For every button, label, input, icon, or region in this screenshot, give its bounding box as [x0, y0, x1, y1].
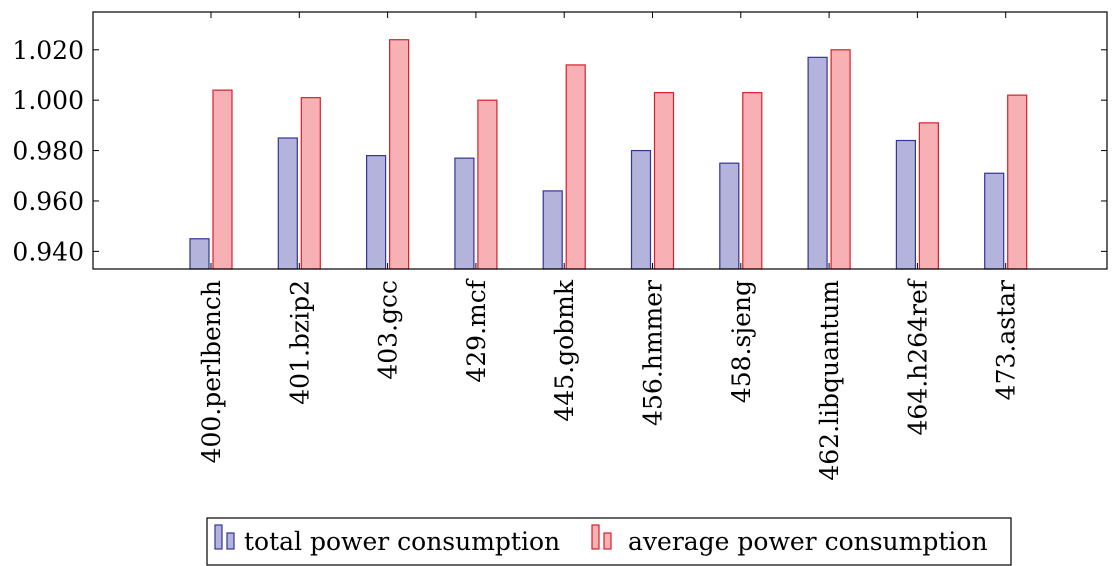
x-tick-labels: 400.perlbench 401.bzip2 403.gcc 429.mcf 445.…: [197, 278, 1021, 480]
y-tick-label: 0.940: [12, 237, 84, 266]
bar-series-1-464-h264ref: [918, 122, 940, 270]
plot-area-frame: [92, 11, 1108, 270]
bar-series-0-464-h264ref: [895, 139, 917, 270]
x-tick-label: 462.libquantum: [815, 280, 844, 481]
x-tick-label: 403.gcc: [374, 280, 403, 380]
legend-swatch-bar: [226, 532, 235, 550]
x-tick-label: 400.perlbench: [197, 280, 226, 463]
bar-series-1-445-gobmk: [565, 64, 586, 270]
legend-swatch-average-power: [591, 524, 612, 550]
x-tick-label: 429.mcf: [462, 278, 491, 382]
bar-series-1-401-bzip2: [300, 97, 321, 270]
bar-series-1-473-astar: [1007, 94, 1028, 270]
y-tick-labels: 0.940 0.960 0.980 1.000 1.020: [12, 36, 84, 267]
bar-series-0-445-gobmk: [542, 190, 563, 270]
bar-series-1-400-perlbench: [212, 89, 233, 270]
x-tick-label: 464.h264ref: [903, 278, 932, 435]
legend-swatch-bar: [214, 524, 223, 550]
x-tick-label: 473.astar: [992, 280, 1021, 400]
bar-series-0-473-astar: [984, 172, 1005, 270]
bar-series-1-403-gcc: [389, 39, 410, 270]
legend: total power consumption average power co…: [206, 517, 1012, 566]
x-tick-label: 456.hmmer: [639, 280, 668, 426]
bars-group: [189, 39, 1028, 270]
bar-series-1-456-hmmer: [653, 92, 675, 270]
legend-swatch-bar: [603, 532, 612, 550]
bar-series-0-456-hmmer: [630, 149, 652, 270]
legend-swatch-total-power: [214, 524, 235, 550]
bar-series-0-458-sjeng: [719, 162, 740, 270]
y-tick-label: 0.960: [12, 187, 84, 216]
bar-series-1-462-libquantum: [830, 49, 851, 270]
y-ticks: [93, 49, 1107, 252]
x-tick-label: 458.sjeng: [727, 280, 756, 403]
bar-series-0-429-mcf: [454, 157, 475, 270]
legend-label-average-power: average power consumption: [628, 527, 988, 556]
bar-series-1-458-sjeng: [742, 92, 763, 270]
y-tick-label: 0.980: [12, 137, 84, 166]
bar-series-1-429-mcf: [477, 99, 498, 270]
x-ticks: [210, 12, 1007, 269]
y-tick-label: 1.000: [12, 86, 84, 115]
x-tick-label: 445.gobmk: [550, 279, 579, 421]
legend-label-total-power: total power consumption: [244, 527, 560, 556]
x-tick-label: 401.bzip2: [285, 280, 314, 405]
bar-series-0-403-gcc: [366, 155, 387, 270]
bar-series-0-400-perlbench: [189, 238, 210, 270]
bar-series-0-401-bzip2: [277, 137, 298, 270]
legend-swatch-bar: [591, 524, 600, 550]
y-tick-label: 1.020: [12, 36, 84, 65]
bar-series-0-462-libquantum: [807, 56, 828, 270]
